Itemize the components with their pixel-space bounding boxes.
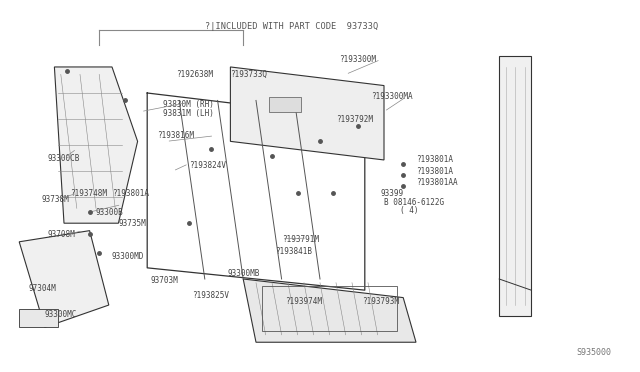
Text: ?193733Q: ?193733Q xyxy=(230,70,268,79)
Polygon shape xyxy=(54,67,138,223)
Text: ?193816M: ?193816M xyxy=(157,131,194,140)
Text: ?193974M: ?193974M xyxy=(285,297,322,306)
Polygon shape xyxy=(499,56,531,316)
Text: 93738M: 93738M xyxy=(42,195,69,203)
Text: ?193792M: ?193792M xyxy=(336,115,373,124)
Text: 93300CB: 93300CB xyxy=(48,154,81,163)
Polygon shape xyxy=(230,67,384,160)
Text: ?193300M: ?193300M xyxy=(339,55,376,64)
Text: ?193793M: ?193793M xyxy=(362,297,399,306)
Polygon shape xyxy=(19,231,109,327)
Text: ?193824V: ?193824V xyxy=(189,161,226,170)
Text: ?193300MA: ?193300MA xyxy=(371,92,413,101)
Text: 93703M: 93703M xyxy=(150,276,178,285)
Text: ?193801A: ?193801A xyxy=(112,189,149,198)
Text: ?193841B: ?193841B xyxy=(275,247,312,256)
Bar xyxy=(19,309,58,327)
Text: 93830M (RH): 93830M (RH) xyxy=(163,100,214,109)
Text: ( 4): ( 4) xyxy=(400,206,419,215)
Text: 93300MB: 93300MB xyxy=(227,269,260,278)
Text: S935000: S935000 xyxy=(576,348,611,357)
Text: ?193825V: ?193825V xyxy=(192,291,229,300)
Text: 93300MD: 93300MD xyxy=(112,252,145,261)
Text: 93735M: 93735M xyxy=(118,219,146,228)
Text: 93399: 93399 xyxy=(381,189,404,198)
Text: B 08146-6122G: B 08146-6122G xyxy=(384,198,444,207)
Text: ?193748M: ?193748M xyxy=(70,189,108,198)
Text: 93300MC: 93300MC xyxy=(45,310,77,319)
Text: 93708M: 93708M xyxy=(48,230,76,239)
Text: 93300B: 93300B xyxy=(96,208,124,217)
Text: 97304M: 97304M xyxy=(29,284,56,293)
Bar xyxy=(269,97,301,112)
Text: ?|INCLUDED WITH PART CODE  93733Q: ?|INCLUDED WITH PART CODE 93733Q xyxy=(205,22,378,31)
Text: ?192638M: ?192638M xyxy=(176,70,213,79)
Text: ?193791M: ?193791M xyxy=(282,235,319,244)
Polygon shape xyxy=(243,279,416,342)
Bar xyxy=(262,286,397,331)
Text: ?193801A: ?193801A xyxy=(416,167,453,176)
Text: ?193801A: ?193801A xyxy=(416,155,453,164)
Text: ?193801AA: ?193801AA xyxy=(416,178,458,187)
Text: 93831M (LH): 93831M (LH) xyxy=(163,109,214,118)
